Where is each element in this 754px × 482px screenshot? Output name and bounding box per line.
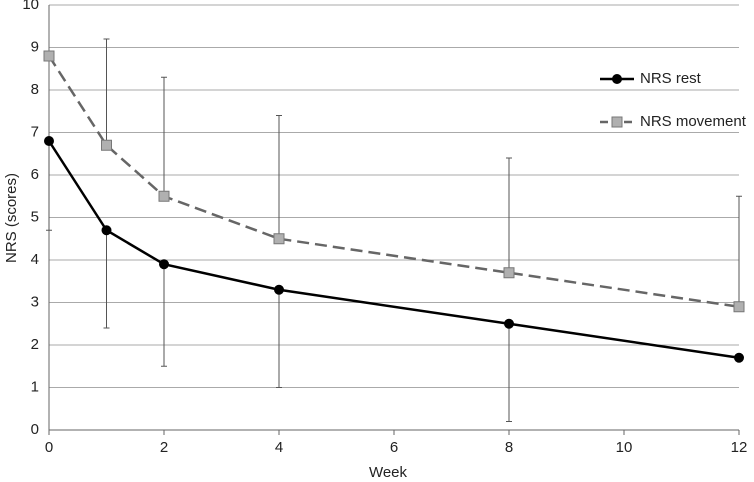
y-tick-label: 10 — [22, 0, 39, 13]
y-tick-label: 7 — [31, 123, 39, 140]
y-axis-label: NRS (scores) — [3, 173, 20, 263]
y-tick-label: 8 — [31, 81, 39, 98]
legend-marker — [612, 74, 622, 84]
marker — [734, 352, 744, 363]
marker — [503, 267, 515, 279]
marker — [43, 50, 55, 62]
x-tick-label: 6 — [390, 439, 398, 456]
y-tick-label: 3 — [31, 293, 39, 310]
legend-marker — [611, 116, 623, 128]
marker — [159, 259, 169, 270]
legend-label: NRS rest — [640, 70, 702, 87]
y-tick-label: 9 — [31, 38, 39, 55]
y-tick-label: 0 — [31, 421, 39, 438]
marker — [158, 190, 170, 202]
x-tick-label: 4 — [275, 439, 283, 456]
marker — [101, 139, 112, 151]
marker — [504, 318, 514, 329]
x-tick-label: 8 — [505, 439, 513, 456]
y-tick-label: 4 — [31, 251, 39, 268]
series-line — [47, 140, 740, 359]
marker — [44, 136, 54, 146]
x-tick-label: 0 — [45, 439, 53, 456]
y-tick-label: 2 — [31, 336, 39, 353]
marker — [274, 284, 284, 295]
marker — [101, 225, 112, 236]
legend-label: NRS movement — [640, 113, 747, 130]
marker — [273, 233, 285, 245]
y-tick-label: 6 — [31, 166, 39, 183]
x-tick-label: 10 — [616, 439, 633, 456]
x-tick-label: 2 — [160, 439, 168, 456]
x-axis-label: Week — [369, 464, 408, 481]
y-tick-label: 1 — [31, 378, 39, 395]
series-line — [47, 55, 740, 308]
y-tick-label: 5 — [31, 208, 39, 225]
x-tick-label: 12 — [731, 439, 748, 456]
marker — [733, 301, 745, 313]
